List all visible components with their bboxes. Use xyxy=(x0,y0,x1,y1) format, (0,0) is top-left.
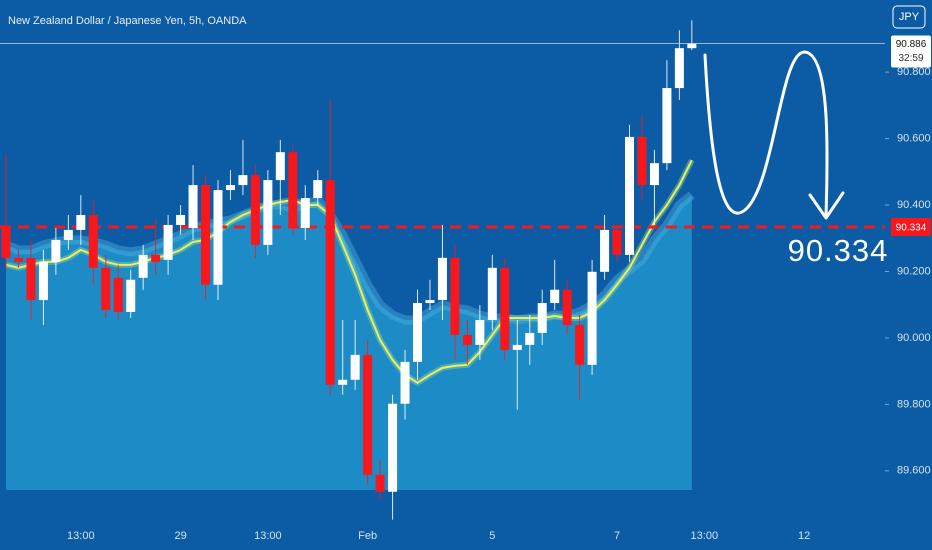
candle-body xyxy=(213,190,223,285)
candle-body xyxy=(462,334,472,345)
y-tick-label: 90.800 xyxy=(897,66,931,78)
candle-body xyxy=(275,152,285,181)
candle-body xyxy=(637,136,647,186)
candle-body xyxy=(113,277,123,313)
last-price-label: 90.886 xyxy=(896,39,927,50)
area xyxy=(6,195,692,490)
candle-body xyxy=(662,88,672,164)
y-tick-label: 89.800 xyxy=(897,398,931,410)
candle-body xyxy=(288,152,298,228)
candle-body xyxy=(425,300,435,304)
candle-body xyxy=(649,163,659,186)
candle-body xyxy=(325,180,335,385)
candle-body xyxy=(188,185,198,228)
candle-body xyxy=(450,257,460,335)
candle-body xyxy=(512,344,522,350)
candle-body xyxy=(338,379,348,385)
candle-body xyxy=(238,175,248,186)
y-tick-label: 90.400 xyxy=(897,199,931,211)
area-edge xyxy=(4,191,695,325)
level-annotation: 90.334 xyxy=(788,233,889,268)
candle-body xyxy=(537,303,547,333)
candle-body xyxy=(413,303,423,362)
candle-body xyxy=(76,214,86,230)
price-axis xyxy=(885,0,932,550)
candle-body xyxy=(138,254,148,278)
x-tick-label: Feb xyxy=(358,530,377,542)
candle-body xyxy=(400,361,410,404)
candle-body xyxy=(151,254,161,262)
candle-body xyxy=(13,257,23,262)
x-tick-label: 12 xyxy=(798,530,810,542)
candle-body xyxy=(38,261,48,301)
candle-body xyxy=(101,267,111,311)
level-badge-label: 90.334 xyxy=(896,223,927,234)
candle-body xyxy=(126,279,136,313)
y-tick-label: 90.000 xyxy=(897,332,931,344)
y-tick-label: 90.200 xyxy=(897,265,931,277)
candle-body xyxy=(63,229,73,240)
candle-body xyxy=(363,354,373,475)
candle-body xyxy=(201,185,211,285)
candle-body xyxy=(163,224,173,260)
moving-average xyxy=(5,159,693,384)
x-tick-label: 29 xyxy=(174,530,186,542)
candle-body xyxy=(562,289,572,325)
candle-body xyxy=(88,214,98,268)
currency-label[interactable]: JPY xyxy=(899,11,920,23)
x-tick-label: 5 xyxy=(489,530,495,542)
candle-body xyxy=(300,198,310,228)
level-badge xyxy=(891,217,931,236)
candle-body xyxy=(225,185,235,191)
candle-body xyxy=(313,180,323,199)
candle-body xyxy=(687,43,697,49)
candle-body xyxy=(250,175,260,245)
y-tick-label: 89.600 xyxy=(897,465,931,477)
candle-body xyxy=(388,403,398,492)
countdown: 32:59 xyxy=(898,53,923,64)
candle-body xyxy=(26,257,36,301)
chart-title: New Zealand Dollar / Japanese Yen, 5h, O… xyxy=(8,15,247,27)
candle-body xyxy=(600,229,610,272)
candle-body xyxy=(176,214,186,225)
arrow-head xyxy=(808,191,845,220)
candle-body xyxy=(625,136,634,255)
last-price-badge xyxy=(891,35,931,68)
candle-body xyxy=(1,227,11,258)
candle-body xyxy=(525,332,535,345)
candle-body xyxy=(51,239,61,262)
candle-body xyxy=(612,229,622,255)
currency-button[interactable] xyxy=(892,5,926,29)
candle-body xyxy=(500,267,510,350)
x-tick-label: 13:00 xyxy=(691,530,719,542)
candle-body xyxy=(674,48,684,89)
x-tick-label: 13:00 xyxy=(254,530,282,542)
candle-body xyxy=(575,324,585,365)
x-tick-label: 7 xyxy=(614,530,620,542)
candle-body xyxy=(375,474,385,492)
y-tick-label: 90.600 xyxy=(897,132,931,144)
x-tick-label: 13:00 xyxy=(67,530,95,542)
candle-body xyxy=(437,257,447,301)
candle-body xyxy=(487,267,497,320)
candle-body xyxy=(550,289,560,304)
forecast-arrow xyxy=(703,50,829,218)
candle-body xyxy=(263,180,273,245)
candle-body xyxy=(350,354,360,380)
candle-body xyxy=(587,271,597,365)
candle-body xyxy=(475,319,485,345)
